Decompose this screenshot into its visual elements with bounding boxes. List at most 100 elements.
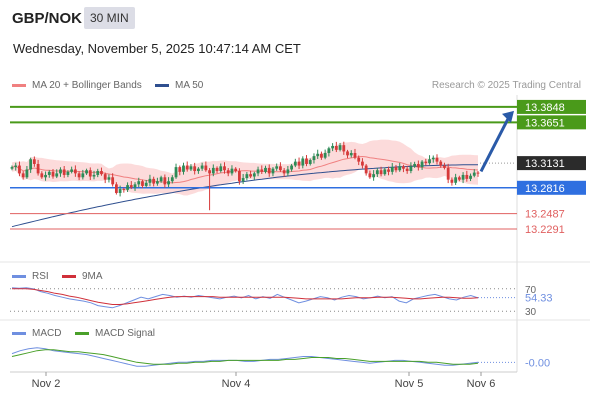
candle-body xyxy=(286,169,290,174)
time-axis-label: Nov 2 xyxy=(32,378,61,390)
candle-body xyxy=(241,178,245,182)
candle-body xyxy=(301,158,305,166)
time-axis-label: Nov 4 xyxy=(222,378,251,390)
macd-last-label: -0.00 xyxy=(525,357,550,369)
candle-body xyxy=(219,166,223,172)
candle-body xyxy=(349,153,353,156)
candle-body xyxy=(159,177,163,182)
legend-ma50-label: MA 50 xyxy=(175,80,204,91)
candle-body xyxy=(271,168,275,174)
legend-rsi-ma: 9MA xyxy=(62,271,103,282)
last-price-label: 13.3131 xyxy=(525,158,565,170)
candle-body xyxy=(85,170,88,174)
candle-body xyxy=(133,184,137,188)
candle-body xyxy=(21,173,25,178)
candle-body xyxy=(454,177,458,183)
candle-body xyxy=(66,171,70,175)
candle-body xyxy=(275,166,279,169)
candle-body xyxy=(163,177,167,185)
candle-body xyxy=(264,167,267,172)
candle-body xyxy=(379,170,383,175)
candle-body xyxy=(122,189,126,191)
candle-body xyxy=(256,169,260,174)
candle-body xyxy=(129,185,133,188)
candle-body xyxy=(10,167,14,169)
candle-body xyxy=(70,169,74,172)
rsi-line xyxy=(11,287,479,309)
bollinger-band xyxy=(12,139,478,196)
candle-body xyxy=(96,171,100,175)
candle-body xyxy=(230,168,234,174)
candle-body xyxy=(36,163,40,174)
candle-body xyxy=(346,151,349,156)
candle-body xyxy=(424,161,428,164)
pivot-level-label: 13.2816 xyxy=(525,183,565,195)
candle-body xyxy=(148,178,152,183)
pivot-level-label-bg xyxy=(517,180,586,195)
candle-body xyxy=(439,161,443,166)
candle-body xyxy=(469,175,472,179)
candle-body xyxy=(137,181,141,185)
candle-body xyxy=(420,161,424,168)
candle-body xyxy=(368,173,372,178)
candle-body xyxy=(338,145,342,150)
legend-macd-signal: MACD Signal xyxy=(75,328,155,339)
candle-body xyxy=(103,174,107,180)
rsi-last-label: 54.33 xyxy=(525,293,553,305)
legend-bollinger: MA 20 + Bollinger Bands xyxy=(12,80,142,91)
candle-body xyxy=(155,181,159,184)
candle-body xyxy=(100,171,103,175)
candle-body xyxy=(152,178,156,184)
candle-body xyxy=(211,167,215,174)
candle-body xyxy=(409,166,413,172)
candle-body xyxy=(305,158,308,164)
candle-body xyxy=(29,159,33,170)
candle-body xyxy=(223,166,226,171)
legend-bollinger-label: MA 20 + Bollinger Bands xyxy=(32,80,142,91)
candle-body xyxy=(450,179,454,183)
candle-body xyxy=(114,184,118,193)
macd-signal-line xyxy=(11,349,479,365)
candle-body xyxy=(323,153,327,158)
candle-body xyxy=(279,166,282,171)
candle-body xyxy=(249,174,252,177)
candle-body xyxy=(375,170,379,175)
candle-body xyxy=(252,173,256,177)
candle-body xyxy=(312,156,316,161)
candle-body xyxy=(174,167,178,178)
datetime-label: Wednesday, November 5, 2025 10:47:14 AM … xyxy=(13,41,301,56)
timeframe-button[interactable]: 30 MIN xyxy=(84,7,135,29)
candle-body xyxy=(413,163,417,167)
candle-body xyxy=(293,161,297,166)
candle-body xyxy=(107,177,111,180)
candle-body xyxy=(55,173,59,177)
candle-body xyxy=(238,171,241,182)
candle-body xyxy=(297,161,301,166)
ma50-swatch xyxy=(155,83,169,87)
target-level-label-bg xyxy=(517,99,586,114)
candle-body xyxy=(416,163,420,168)
candle-body xyxy=(383,169,387,175)
candle-body xyxy=(178,167,182,172)
candle-body xyxy=(405,168,409,172)
target-level-label-bg xyxy=(517,115,586,130)
candle-body xyxy=(141,181,144,186)
candle-body xyxy=(245,174,249,179)
candle-body xyxy=(476,172,480,174)
candle-body xyxy=(170,177,174,182)
candle-body xyxy=(234,168,238,172)
candle-body xyxy=(18,165,21,174)
candle-body xyxy=(193,166,197,172)
candle-body xyxy=(92,174,96,177)
candle-body xyxy=(443,165,446,168)
candle-body xyxy=(185,165,189,170)
candle-body xyxy=(390,167,394,172)
candle-body xyxy=(461,174,465,180)
candle-body xyxy=(47,171,51,175)
target-level-label: 13.3848 xyxy=(525,102,565,114)
legend-ma50: MA 50 xyxy=(155,80,203,91)
macd-signal-swatch xyxy=(75,331,89,335)
candle-body xyxy=(44,174,47,178)
candle-body xyxy=(25,169,29,178)
